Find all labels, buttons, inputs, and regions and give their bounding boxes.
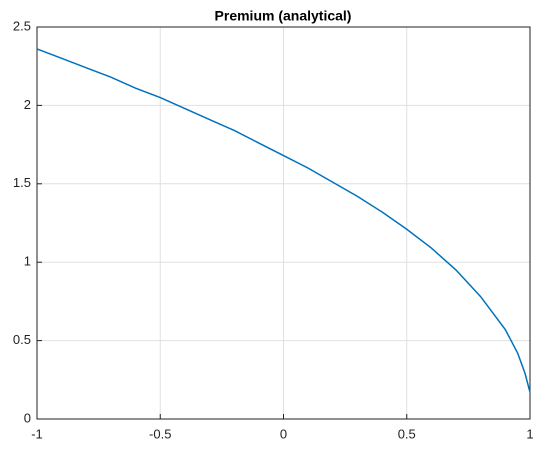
x-tick-label: -0.5 — [149, 426, 171, 441]
y-tick-label: 1.5 — [13, 175, 31, 190]
y-tick-label: 1 — [24, 254, 31, 269]
x-tick-label: -1 — [31, 426, 43, 441]
chart-title: Premium (analytical) — [215, 8, 352, 24]
x-tick-label: 0 — [280, 426, 287, 441]
y-tick-label: 0.5 — [13, 332, 31, 347]
x-tick-label: 0.5 — [398, 426, 416, 441]
x-tick-label: 1 — [526, 426, 533, 441]
line — [36, 48, 531, 393]
y-tick-label: 2 — [24, 97, 31, 112]
y-tick-label: 2.5 — [13, 18, 31, 33]
plot-frame — [36, 26, 531, 420]
y-tick-label: 0 — [24, 410, 31, 425]
